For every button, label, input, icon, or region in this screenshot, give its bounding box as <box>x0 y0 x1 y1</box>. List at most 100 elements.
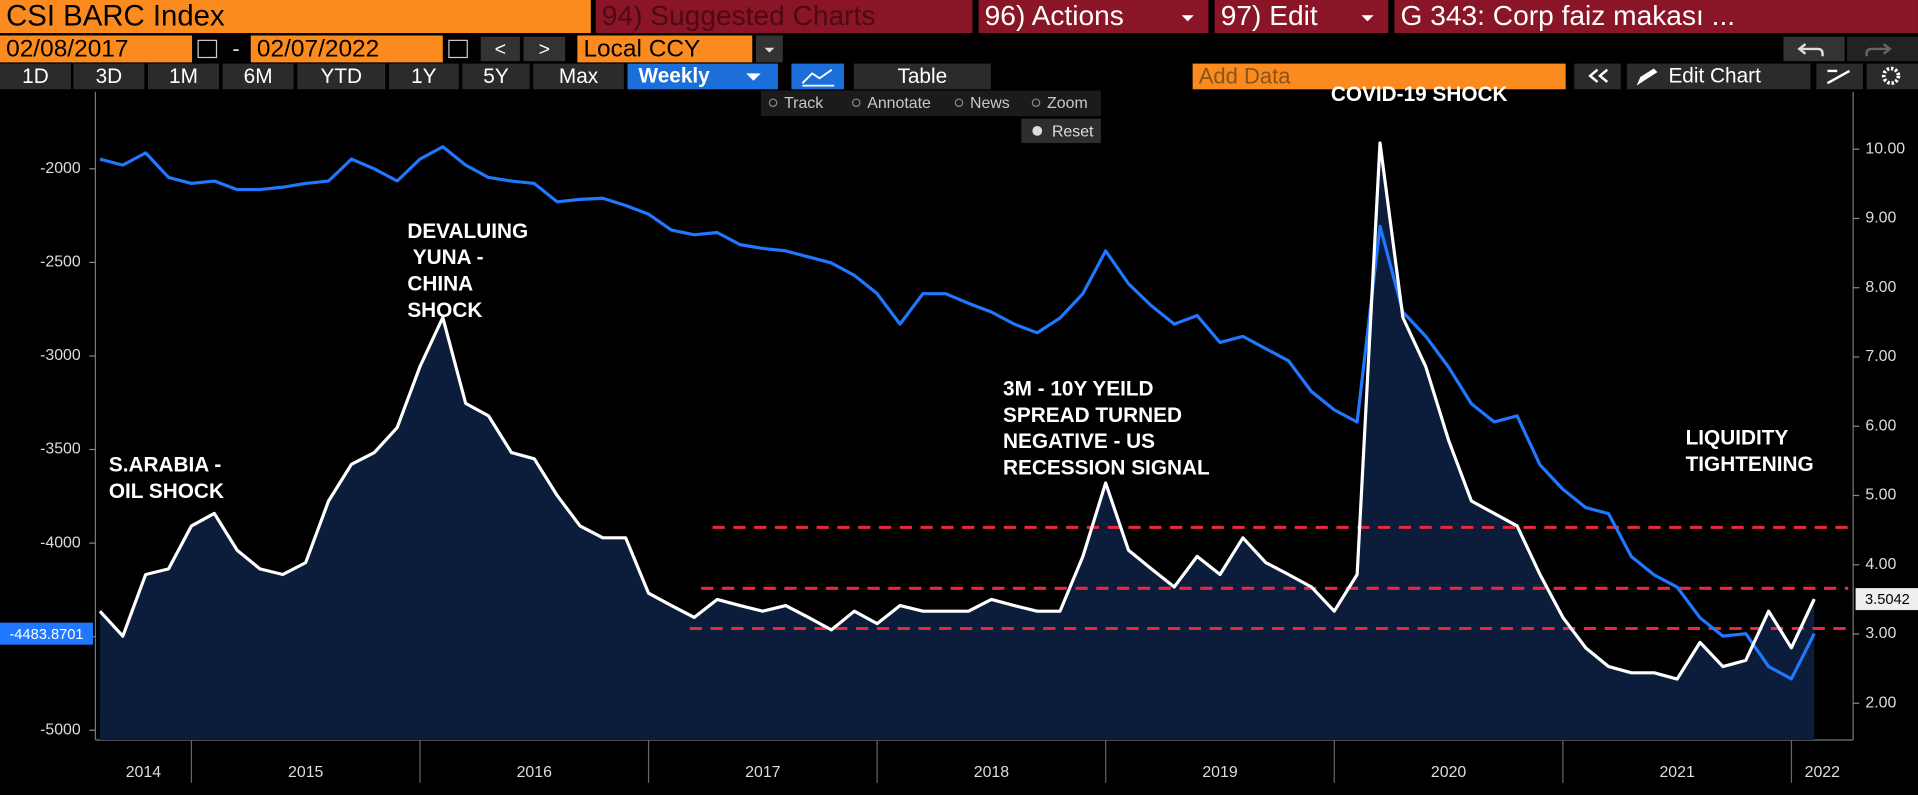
line-chart-icon <box>801 68 835 87</box>
period-button-bg[interactable] <box>148 63 219 90</box>
tool-icon <box>851 98 861 108</box>
next-button: > <box>539 38 550 60</box>
edit-arrow <box>1361 15 1374 22</box>
tool-label: Track <box>784 95 823 112</box>
y2-tick-label: 9.00 <box>1865 210 1896 227</box>
annotation: YUNA - <box>407 246 483 269</box>
x-tick-label: 2020 <box>1431 764 1467 781</box>
tool-label: News <box>970 95 1010 112</box>
tool-icon <box>954 98 964 108</box>
annotation: S.ARABIA - <box>109 453 221 476</box>
tool-icon <box>768 98 778 108</box>
annotation: 3M - 10Y YEILD <box>1003 378 1154 401</box>
x-tick-label: 2018 <box>974 764 1010 781</box>
x-tick-label: 2019 <box>1202 764 1238 781</box>
last-value-box <box>0 622 93 645</box>
y2-tick-label: 2.00 <box>1865 694 1896 711</box>
annotation: LIQUIDITY <box>1686 427 1789 450</box>
period-button: 5Y <box>483 65 509 88</box>
y2-tick-label: 8.00 <box>1865 279 1896 296</box>
y-tick-label: -2000 <box>40 160 81 177</box>
period-button: YTD <box>320 65 362 88</box>
suggested-charts: 94) Suggested Charts <box>602 0 876 31</box>
annotation: CHINA <box>407 272 473 295</box>
security-title: CSI BARC Index <box>6 0 225 32</box>
reset-label: Reset <box>1052 123 1094 140</box>
period-button: 6M <box>244 65 273 88</box>
y-tick-label: -2500 <box>40 254 81 271</box>
start-date: 02/08/2017 <box>6 36 128 63</box>
edit-menu: 97) Edit <box>1221 0 1318 31</box>
collapse-icon <box>1588 68 1609 83</box>
undo-icon <box>1797 43 1824 57</box>
series-line <box>98 141 1816 681</box>
x-tick-label: 2016 <box>517 764 553 781</box>
period-button-bg[interactable] <box>73 63 145 90</box>
annotation: COVID-19 SHOCK <box>1331 83 1508 106</box>
frequency-arrow <box>746 73 761 81</box>
collapse-button-bg[interactable] <box>1574 63 1621 90</box>
period-button-bg[interactable] <box>533 63 624 90</box>
area-fill <box>99 142 1815 740</box>
start-date-bg[interactable] <box>0 35 193 63</box>
edit-chart-button-bg[interactable] <box>1626 63 1811 90</box>
next-button-bg[interactable] <box>523 36 566 62</box>
period-button-bg[interactable] <box>0 63 71 90</box>
annotation: SPREAD TURNED <box>1003 404 1182 427</box>
calendar-icon[interactable] <box>448 39 468 59</box>
last-value-box <box>1855 588 1918 611</box>
y-tick-label: -3000 <box>40 347 81 364</box>
currency-select-bg[interactable] <box>577 35 753 63</box>
annotation: NEGATIVE - US <box>1003 430 1155 453</box>
redo-icon <box>1865 43 1892 57</box>
y2-tick-label: 4.00 <box>1865 556 1896 573</box>
prev-button-bg[interactable] <box>480 36 520 62</box>
period-button-bg[interactable] <box>222 63 294 90</box>
suggested-charts-bg[interactable] <box>595 0 973 34</box>
chart-name: G 343: Corp faiz makası ... <box>1401 0 1736 31</box>
chart-toolbar <box>760 90 1101 117</box>
actions-menu-bg[interactable] <box>978 0 1209 34</box>
add-data-field: Add Data <box>1199 63 1291 88</box>
period-button-bg[interactable] <box>388 63 459 90</box>
currency-arrow <box>764 47 775 53</box>
period-button-bg[interactable] <box>297 63 386 90</box>
x-tick-label: 2022 <box>1805 764 1841 781</box>
annotation: SHOCK <box>407 299 482 322</box>
calendar-icon[interactable] <box>197 39 218 59</box>
tool-label: Zoom <box>1047 95 1088 112</box>
annotation: DEVALUING <box>407 220 528 243</box>
last-value-label: 3.5042 <box>1865 592 1910 608</box>
table-button-bg[interactable] <box>853 63 991 90</box>
x-tick-label: 2015 <box>288 764 324 781</box>
period-button-bg[interactable] <box>462 63 530 90</box>
add-data-field-bg[interactable] <box>1192 63 1566 90</box>
y2-tick-label: 6.00 <box>1865 417 1896 434</box>
security-title-bg <box>0 0 591 34</box>
y2-tick-label: 7.00 <box>1865 348 1896 365</box>
chart-name-bg[interactable] <box>1394 0 1918 34</box>
y-tick-label: -4000 <box>40 534 81 551</box>
last-value-label: -4483.8701 <box>9 627 83 643</box>
annotation: RECESSION SIGNAL <box>1003 457 1210 480</box>
x-tick-label: 2021 <box>1659 764 1695 781</box>
y2-tick-label: 10.00 <box>1865 140 1905 157</box>
period-button: Max <box>559 65 599 88</box>
annotation: TIGHTENING <box>1686 453 1814 476</box>
x-tick-label: 2014 <box>126 764 162 781</box>
period-button: 3D <box>96 65 123 88</box>
y2-tick-label: 3.00 <box>1865 625 1896 642</box>
tool-label: Annotate <box>867 95 931 112</box>
period-button: 1M <box>169 65 198 88</box>
series-line <box>99 145 1816 681</box>
period-button: 1Y <box>411 65 437 88</box>
end-date-bg[interactable] <box>250 35 443 63</box>
pencil-icon <box>1636 68 1658 86</box>
actions-arrow <box>1181 15 1194 22</box>
tool-icon <box>1031 98 1041 108</box>
prev-button: < <box>495 38 506 60</box>
date-separator: - <box>232 36 239 61</box>
edit-menu-bg[interactable] <box>1214 0 1389 34</box>
